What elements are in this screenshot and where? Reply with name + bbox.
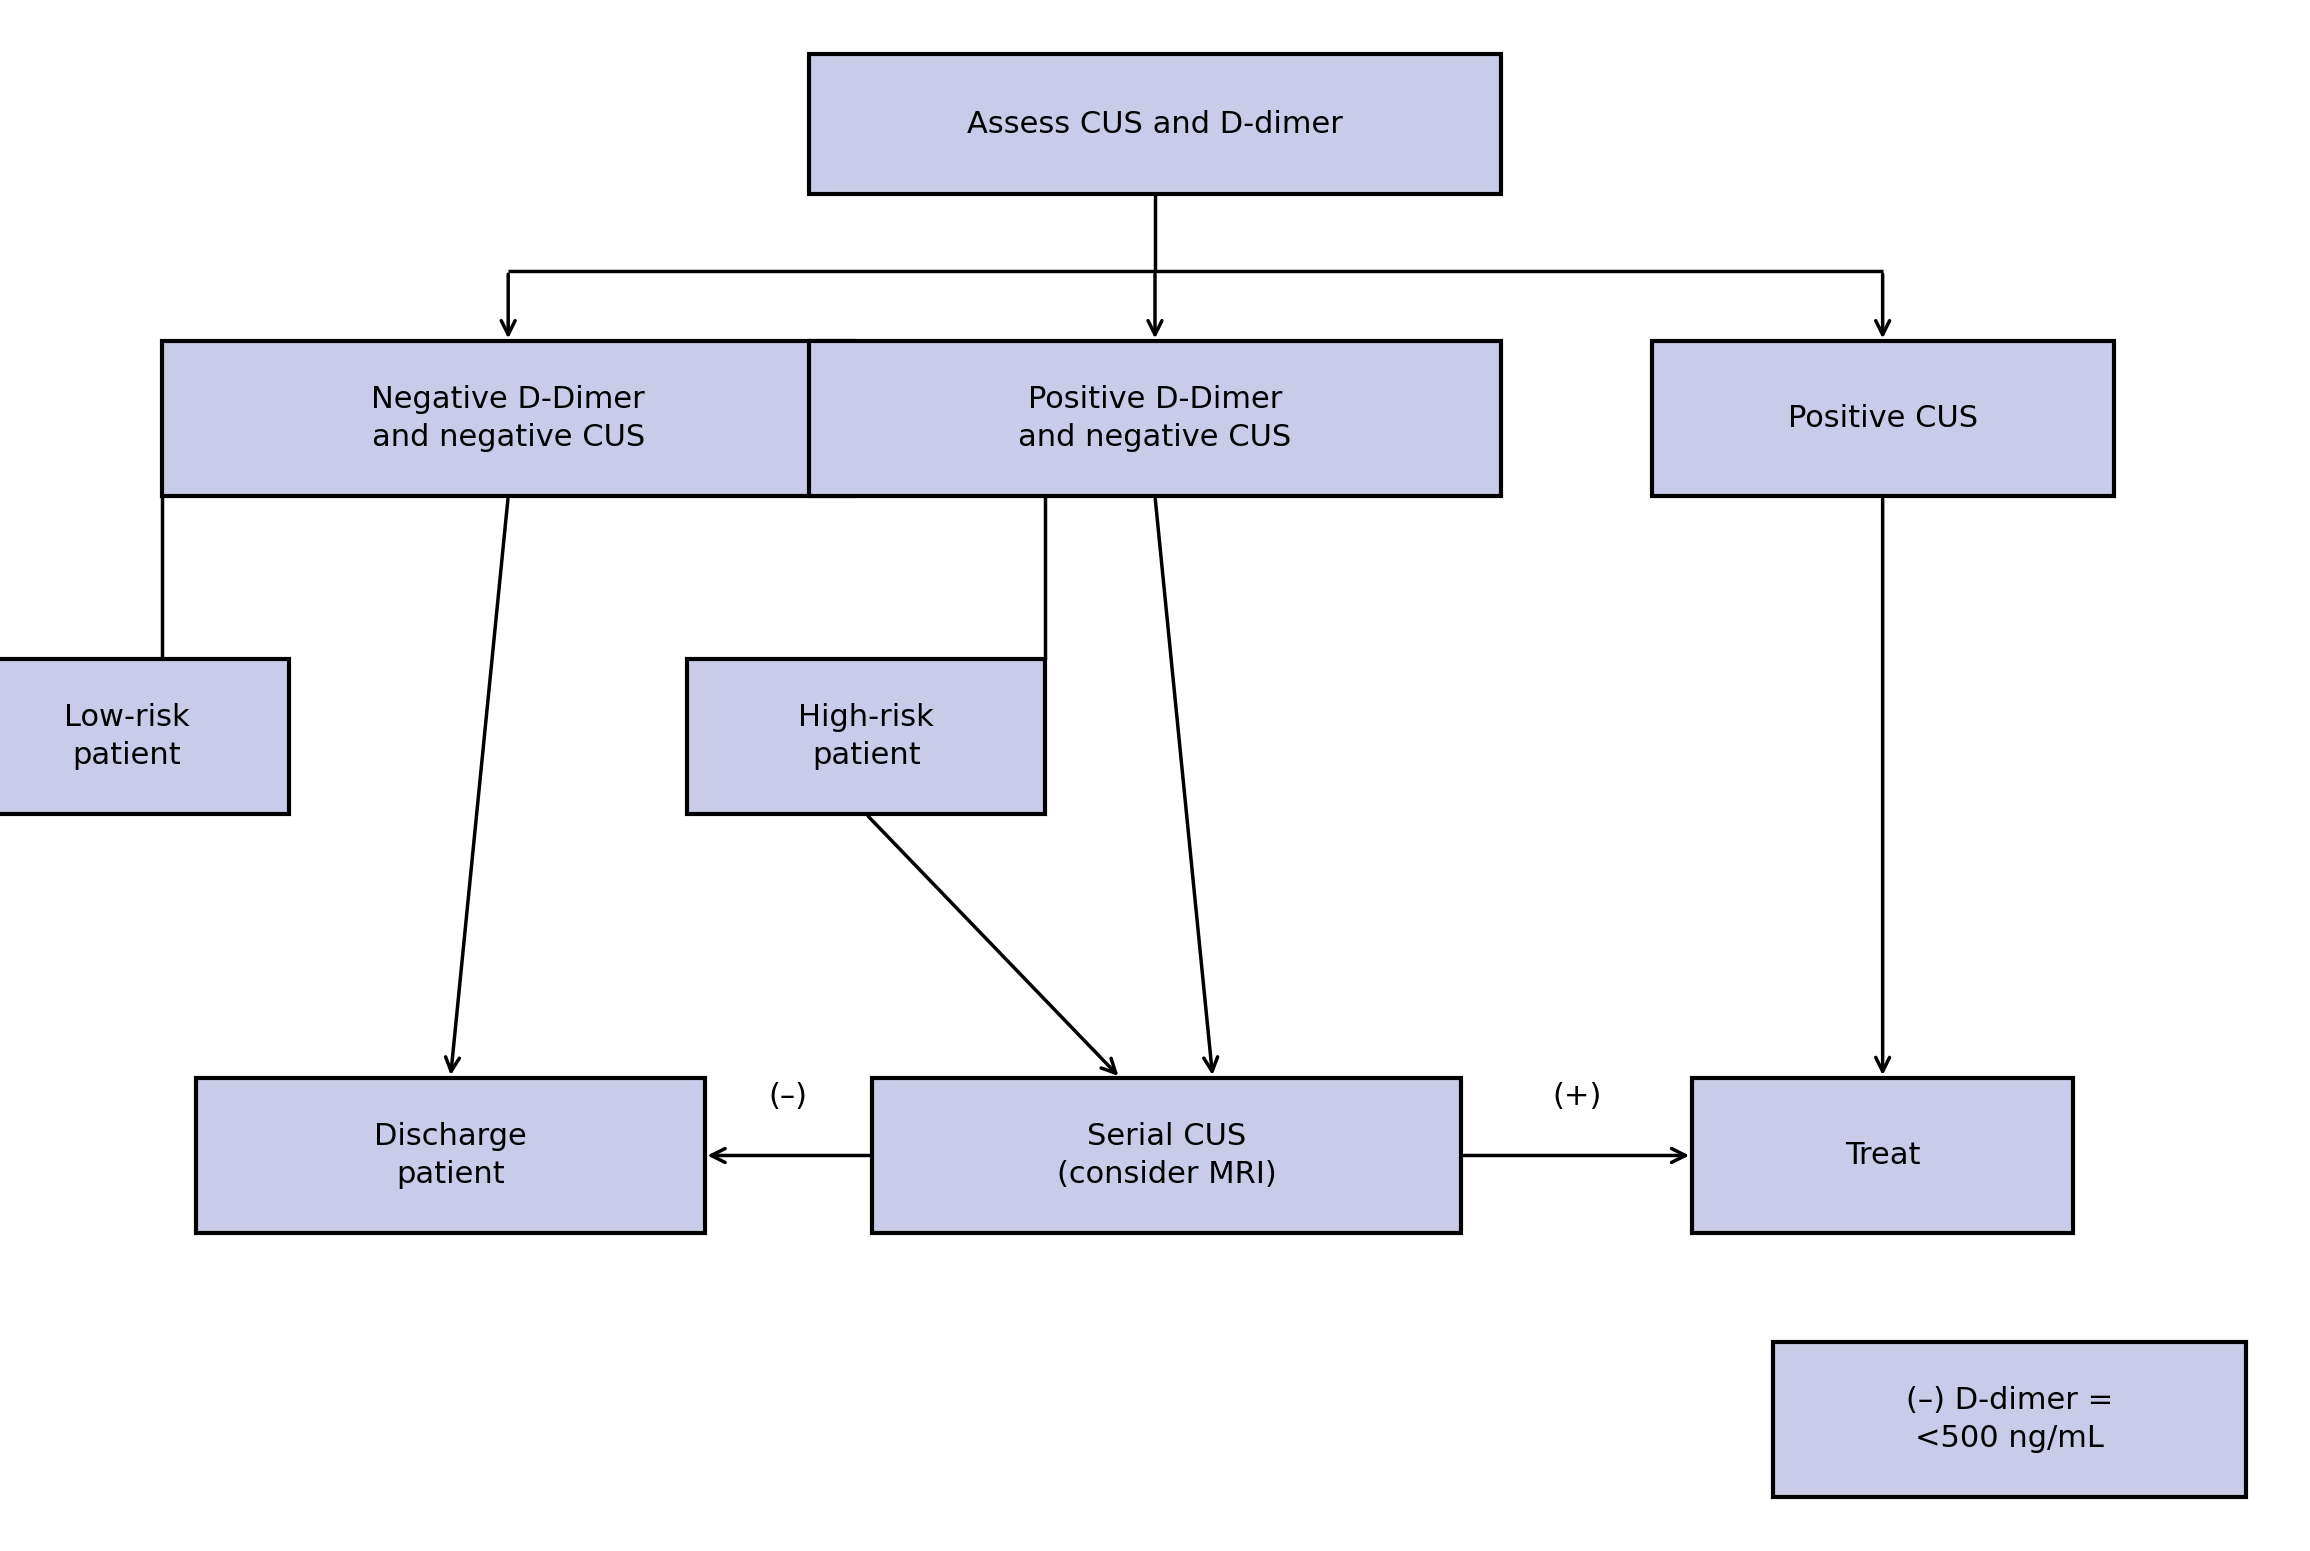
Text: (+): (+) (1552, 1083, 1601, 1111)
Text: Positive CUS: Positive CUS (1788, 405, 1977, 433)
FancyBboxPatch shape (162, 341, 855, 496)
FancyBboxPatch shape (196, 1078, 705, 1233)
Text: Treat: Treat (1846, 1142, 1920, 1169)
Text: Positive D-Dimer
and negative CUS: Positive D-Dimer and negative CUS (1019, 385, 1291, 453)
FancyBboxPatch shape (0, 659, 289, 814)
FancyBboxPatch shape (1652, 341, 2114, 496)
FancyBboxPatch shape (688, 659, 1044, 814)
FancyBboxPatch shape (808, 54, 1502, 194)
FancyBboxPatch shape (1774, 1342, 2245, 1497)
Text: Discharge
patient: Discharge patient (374, 1121, 527, 1190)
Text: (–) D-dimer =
<500 ng/mL: (–) D-dimer = <500 ng/mL (1906, 1385, 2114, 1453)
FancyBboxPatch shape (1691, 1078, 2074, 1233)
FancyBboxPatch shape (808, 341, 1502, 496)
Text: High-risk
patient: High-risk patient (799, 703, 933, 771)
Text: Low-risk
patient: Low-risk patient (65, 703, 189, 771)
FancyBboxPatch shape (873, 1078, 1462, 1233)
Text: Serial CUS
(consider MRI): Serial CUS (consider MRI) (1056, 1121, 1277, 1190)
Text: Negative D-Dimer
and negative CUS: Negative D-Dimer and negative CUS (372, 385, 644, 453)
Text: (–): (–) (769, 1083, 808, 1111)
Text: Assess CUS and D-dimer: Assess CUS and D-dimer (968, 110, 1342, 138)
